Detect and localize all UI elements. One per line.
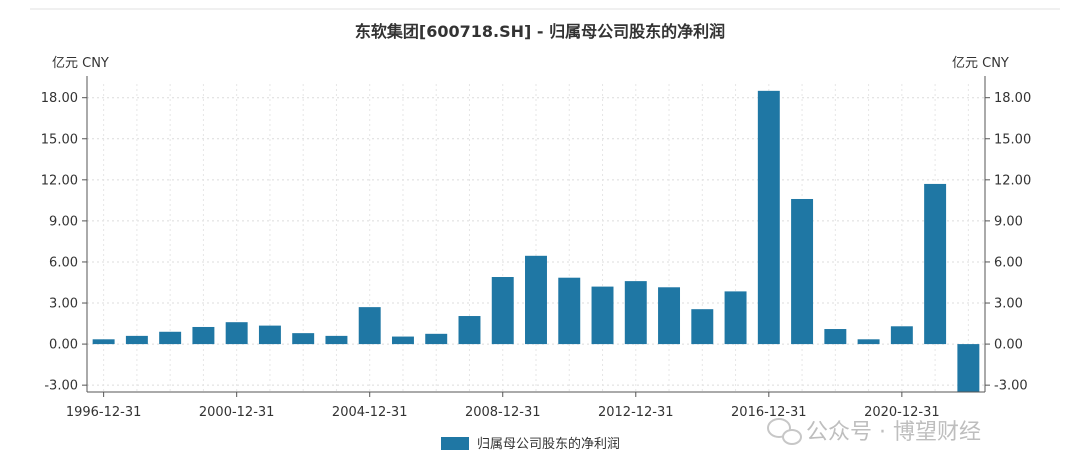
x-tick-label: 1996-12-31 (66, 405, 142, 420)
bar (757, 90, 780, 345)
bar (957, 344, 980, 392)
x-tick-label: 2020-12-31 (864, 405, 940, 420)
bar (159, 331, 182, 345)
x-tick-label: 2016-12-31 (731, 405, 807, 420)
y-axis-left-ticks: -3.00 0.00 3.00 6.00 9.00 12.00 15.00 18.00 (41, 91, 87, 394)
gridlines (87, 84, 985, 392)
y-tick-label-left: 3.00 (49, 297, 78, 312)
right-axis-unit: 亿元 CNY (952, 56, 1009, 71)
y-tick-label-right: 18.00 (994, 91, 1031, 106)
y-axis-right-ticks: -3.00 0.00 3.00 6.00 9.00 12.00 15.00 18.00 (985, 91, 1031, 394)
bar (425, 333, 448, 345)
y-tick-label-left: 0.00 (49, 338, 78, 353)
legend-swatch (441, 437, 469, 450)
legend-label: 归属母公司股东的净利润 (477, 436, 620, 452)
bar (890, 326, 913, 345)
bar (724, 291, 747, 345)
y-tick-label-right: 12.00 (994, 173, 1031, 188)
bar (691, 309, 714, 345)
bar (92, 339, 115, 345)
y-tick-label-right: 0.00 (994, 338, 1023, 353)
bar (491, 277, 514, 345)
y-tick-label-left: 12.00 (41, 173, 78, 188)
bar (258, 325, 281, 345)
bar (558, 277, 581, 345)
bar (391, 336, 414, 345)
bar (325, 335, 348, 345)
x-tick-label: 2000-12-31 (199, 405, 275, 420)
x-tick-label: 2004-12-31 (332, 405, 408, 420)
y-tick-label-left: 9.00 (49, 214, 78, 229)
bar (292, 333, 315, 345)
left-axis-unit: 亿元 CNY (52, 56, 109, 71)
bar (857, 339, 880, 345)
x-tick-label: 2008-12-31 (465, 405, 541, 420)
bar (525, 255, 547, 345)
watermark: 公众号 · 博望财经 (767, 418, 981, 445)
y-tick-label-left: 6.00 (49, 255, 78, 270)
y-tick-label-right: 6.00 (994, 255, 1023, 270)
y-tick-label-left: 18.00 (41, 91, 78, 106)
x-axis-ticks: 1996-12-31 2000-12-31 2004-12-31 2008-12-31… (66, 392, 940, 420)
bar (225, 322, 248, 345)
bar (125, 335, 148, 345)
bar (791, 198, 814, 345)
y-tick-label-left: -3.00 (44, 379, 78, 394)
y-tick-label-right: 15.00 (994, 132, 1031, 147)
bar (591, 286, 614, 345)
bars (92, 90, 980, 392)
bar (192, 326, 215, 345)
bar (624, 281, 647, 345)
bar (358, 307, 381, 345)
bar (658, 287, 681, 345)
bar (824, 329, 847, 345)
wechat-icon (767, 418, 802, 445)
x-tick-label: 2012-12-31 (598, 405, 674, 420)
bar (458, 316, 481, 345)
watermark-text: 公众号 · 博望财经 (806, 420, 981, 445)
bar (924, 183, 947, 345)
y-tick-label-right: 3.00 (994, 297, 1023, 312)
chart-title: 东软集团[600718.SH] - 归属母公司股东的净利润 (355, 22, 725, 41)
y-tick-label-right: 9.00 (994, 214, 1023, 229)
y-tick-label-right: -3.00 (994, 379, 1028, 394)
legend[interactable]: 归属母公司股东的净利润 (441, 436, 620, 452)
y-tick-label-left: 15.00 (41, 132, 78, 147)
